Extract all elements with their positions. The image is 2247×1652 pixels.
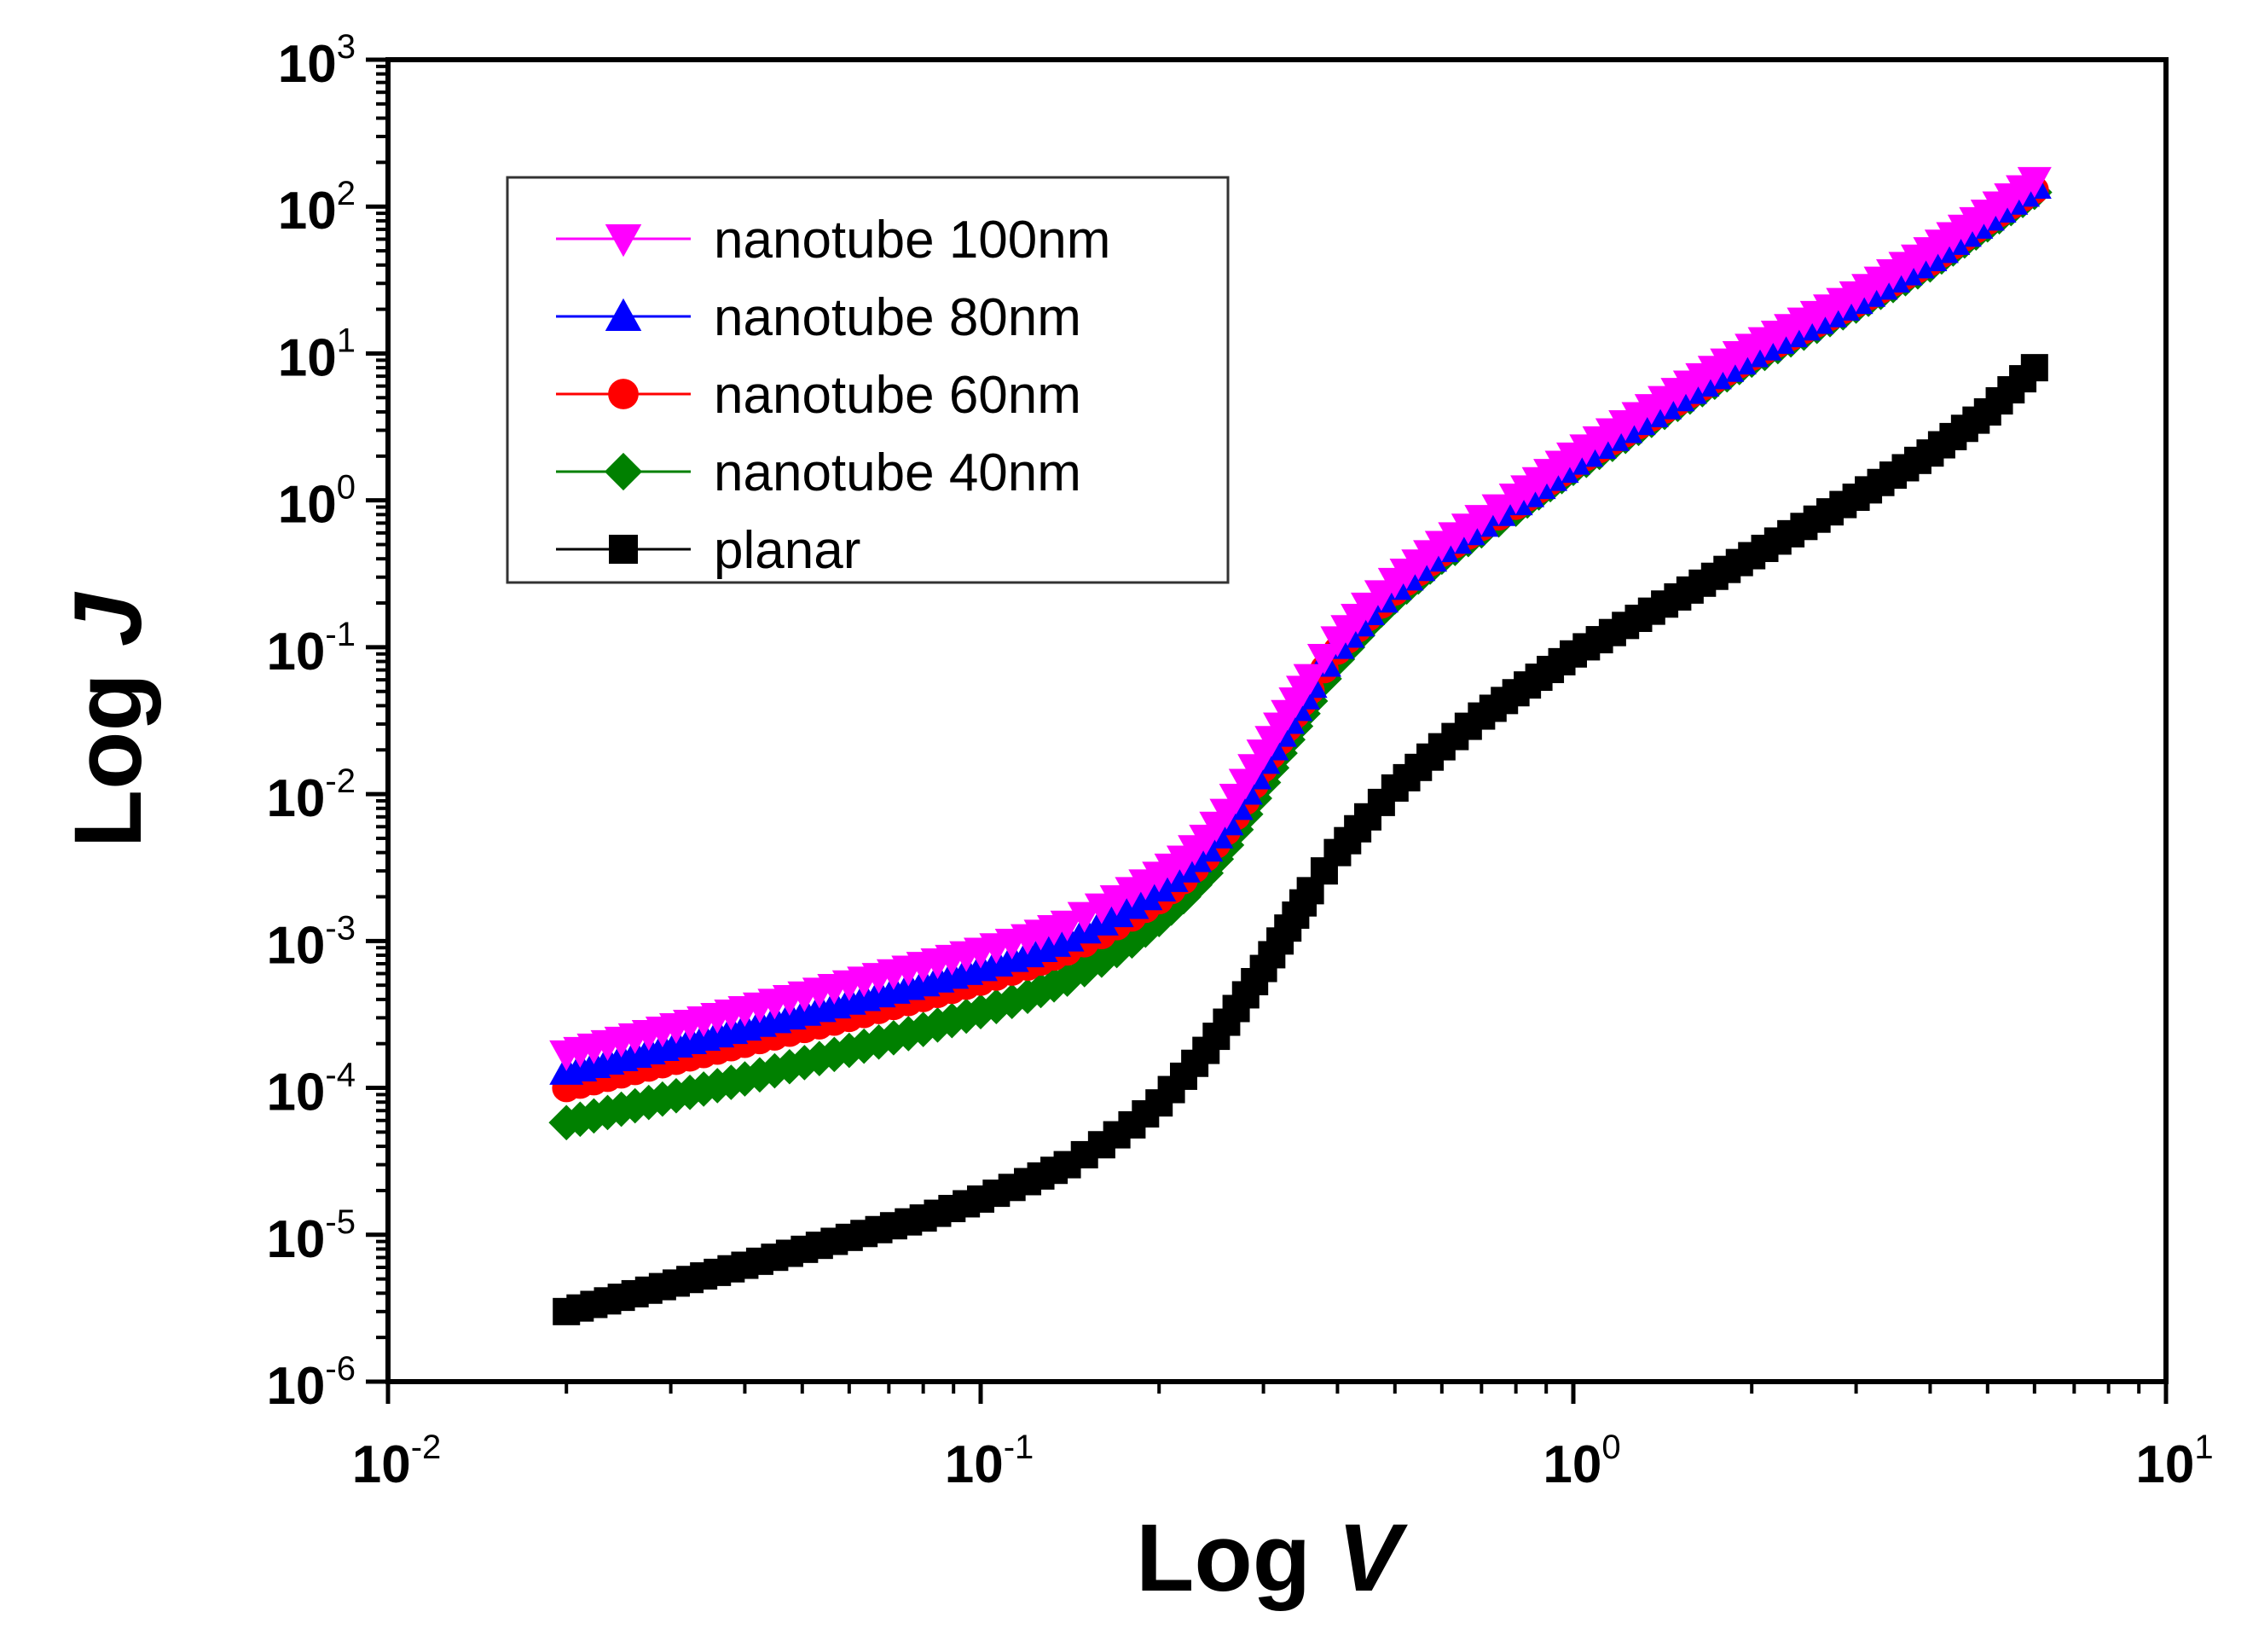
y-tick-label: 10-4 — [266, 1057, 356, 1122]
x-axis-title: Log V — [1136, 1504, 1408, 1611]
x-tick-label: 101 — [2135, 1429, 2213, 1494]
y-tick-label: 10-6 — [266, 1350, 356, 1416]
y-tick-label: 10-1 — [266, 616, 356, 681]
legend-label: nanotube 100nm — [714, 211, 1110, 270]
legend-label: nanotube 80nm — [714, 288, 1081, 347]
y-tick-label: 10-3 — [266, 909, 356, 975]
x-axis-title-text: Log V — [1136, 1504, 1408, 1611]
y-tick-label: 101 — [278, 322, 356, 387]
y-tick-label: 100 — [278, 469, 356, 535]
legend-label: nanotube 40nm — [714, 443, 1081, 502]
x-tick-label: 10-1 — [945, 1429, 1034, 1494]
legend: nanotube 100nm nanotube 80nm nanotube 60nm… — [507, 177, 1228, 583]
legend-marker — [608, 379, 639, 409]
y-tick-label: 102 — [278, 175, 356, 241]
y-tick-label: 10-5 — [266, 1203, 356, 1269]
y-tick-label: 103 — [278, 28, 356, 94]
legend-label: nanotube 60nm — [714, 366, 1081, 425]
legend-label: planar — [714, 521, 860, 580]
legend-marker — [609, 535, 638, 564]
x-tick-label: 10-2 — [352, 1429, 442, 1494]
y-tick-label: 10-2 — [266, 762, 356, 828]
x-tick-label: 100 — [1543, 1429, 1620, 1494]
data-point — [2021, 354, 2048, 381]
y-axis-title: Log J — [55, 591, 161, 848]
y-axis-title-text: Log J — [55, 591, 161, 848]
